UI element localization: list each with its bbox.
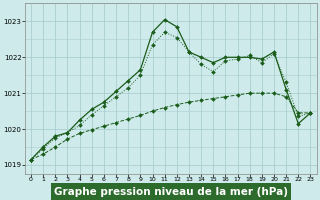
X-axis label: Graphe pression niveau de la mer (hPa): Graphe pression niveau de la mer (hPa) (54, 187, 288, 197)
